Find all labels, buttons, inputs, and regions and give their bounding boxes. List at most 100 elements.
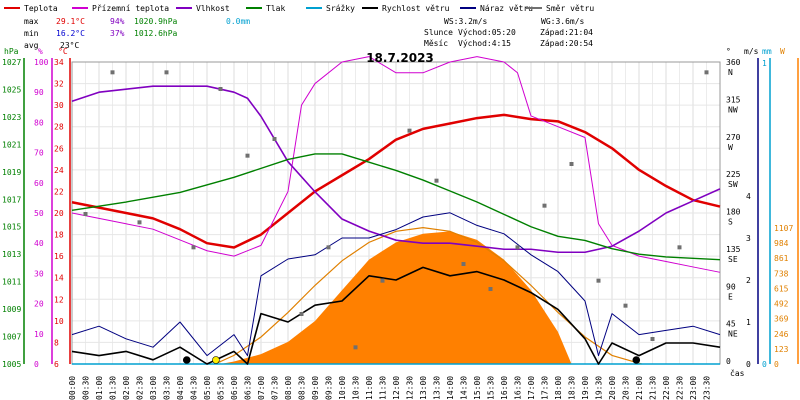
chart-title: 18.7.2023 (366, 51, 434, 65)
legend-label: Srážky (326, 4, 355, 13)
axis-tick-label: 1013 (2, 250, 21, 259)
x-tick-label: 02:00 (122, 376, 131, 400)
stat-moon-set: Západ:20:54 (540, 39, 593, 48)
x-tick-label: 13:00 (419, 376, 428, 400)
x-tick-label: 05:30 (217, 376, 226, 400)
x-tick-label: 10:00 (338, 376, 347, 400)
axis-tick-label: 90 (34, 88, 44, 97)
x-tick-label: 21:00 (635, 376, 644, 400)
axis-title: hPa (4, 47, 19, 56)
wind-direction-point (569, 162, 574, 166)
marks (182, 356, 641, 364)
axis-tick-label: 30 (34, 269, 44, 278)
stat-max-rain: 0.0mm (226, 17, 250, 26)
x-tick-label: 09:30 (325, 376, 334, 400)
axis-title: mm (762, 47, 772, 56)
axis-tick-label: 270 (726, 133, 741, 142)
compass-label: N (728, 68, 733, 77)
axis-tick-label: 24 (54, 166, 64, 175)
legend: Teplota Přízemní teplota Vlhkost Tlak Srážky… (4, 4, 594, 13)
x-tick-label: 11:00 (365, 376, 374, 400)
wind-direction-point (407, 128, 412, 133)
x-tick-label: 10:30 (352, 376, 361, 400)
stat-min-hum: 37% (110, 29, 125, 38)
stat-max-temp: 29.1°C (56, 17, 85, 26)
solar-radiation-area (220, 231, 572, 364)
stat-ws: WS:3.2m/s (444, 17, 488, 26)
legend-label: Náraz větru (480, 4, 533, 13)
x-tick-label: 12:00 (392, 376, 401, 400)
x-tick-label: 00:30 (82, 376, 91, 400)
x-tick-label: 22:30 (676, 376, 685, 400)
compass-label: SW (728, 180, 738, 189)
x-axis-label: čas (730, 368, 745, 378)
x-tick-label: 15:00 (473, 376, 482, 400)
axis-tick-label: 70 (34, 149, 44, 158)
x-tick-label: 08:00 (284, 376, 293, 400)
axis-tick-label: 32 (54, 80, 64, 89)
stat-avg-temp: 23°C (60, 41, 79, 50)
wind-direction-point (596, 278, 601, 283)
compass-label: E (728, 292, 733, 301)
solar-area (214, 227, 642, 365)
legend-label: Teplota (24, 4, 58, 13)
wind-direction-point (434, 178, 439, 183)
series-line (71, 212, 721, 357)
compass-label: S (728, 218, 733, 227)
wind-direction-point (650, 337, 655, 341)
wind-direction-point (326, 245, 331, 250)
axis-tick-label: 4 (746, 192, 751, 201)
stat-min-label: min (24, 29, 39, 38)
axis-tick-label: 1021 (2, 140, 21, 149)
series-line (71, 153, 721, 261)
axis-tick-label: 123 (774, 345, 789, 354)
axis-tick-label: 1011 (2, 278, 21, 287)
axis-tick-label: 45 (726, 320, 736, 329)
x-tick-label: 21:30 (649, 376, 658, 400)
wind-direction-point (353, 345, 358, 350)
axis-tick-label: 0 (726, 357, 731, 366)
legend-label: Přízemní teplota (92, 4, 169, 13)
wind-direction-point (164, 70, 169, 75)
x-tick-label: 16:00 (500, 376, 509, 400)
axis-title: m/s (744, 47, 759, 56)
legend-label: Tlak (266, 4, 285, 13)
axis-tick-label: 1005 (2, 360, 21, 369)
axis-tick-label: 360 (726, 58, 741, 67)
x-tick-label: 19:00 (581, 376, 590, 400)
x-tick-label: 17:30 (541, 376, 550, 400)
stat-wg: WG:3.6m/s (541, 17, 585, 26)
series-lines (71, 56, 721, 365)
axis-tick-label: 40 (34, 239, 44, 248)
theoretical-solar-line (214, 227, 642, 365)
legend-label: Vlhkost (196, 4, 230, 13)
stat-moon-label: Měsíc (424, 39, 448, 48)
axis-tick-label: 1015 (2, 223, 21, 232)
axis-tick-label: 0 (34, 360, 39, 369)
axis-tick-label: 180 (726, 208, 741, 217)
x-tick-label: 20:00 (608, 376, 617, 400)
wind-direction-point (218, 87, 223, 91)
wind-direction-point (488, 287, 493, 291)
axis-tick-label: 20 (34, 300, 44, 309)
x-tick-label: 17:00 (527, 376, 536, 400)
wind-direction-point (272, 137, 277, 141)
x-tick-label: 03:00 (149, 376, 158, 400)
axis-tick-label: 22 (54, 187, 64, 196)
legend-label: Směr větru (546, 4, 594, 13)
series-line (71, 113, 721, 249)
axis-tick-label: 50 (34, 209, 44, 218)
wind-direction-point (83, 212, 88, 216)
wind-direction-point (245, 153, 250, 158)
axis-tick-label: 80 (34, 118, 44, 127)
axis-tick-label: 14 (54, 274, 64, 283)
x-tick-label: 04:30 (190, 376, 199, 400)
wind-direction-point (515, 245, 520, 250)
x-tick-label: 19:30 (595, 376, 604, 400)
x-tick-label: 06:00 (230, 376, 239, 400)
axis-tick-label: 246 (774, 330, 789, 339)
axes: 00:00 00:30 01:00 01:30 02:00 02:30 03:00 03:30… (2, 47, 799, 400)
wind-direction-point (704, 70, 709, 75)
stat-min-press: 1012.6hPa (134, 29, 178, 38)
axis-tick-label: 1023 (2, 113, 21, 122)
